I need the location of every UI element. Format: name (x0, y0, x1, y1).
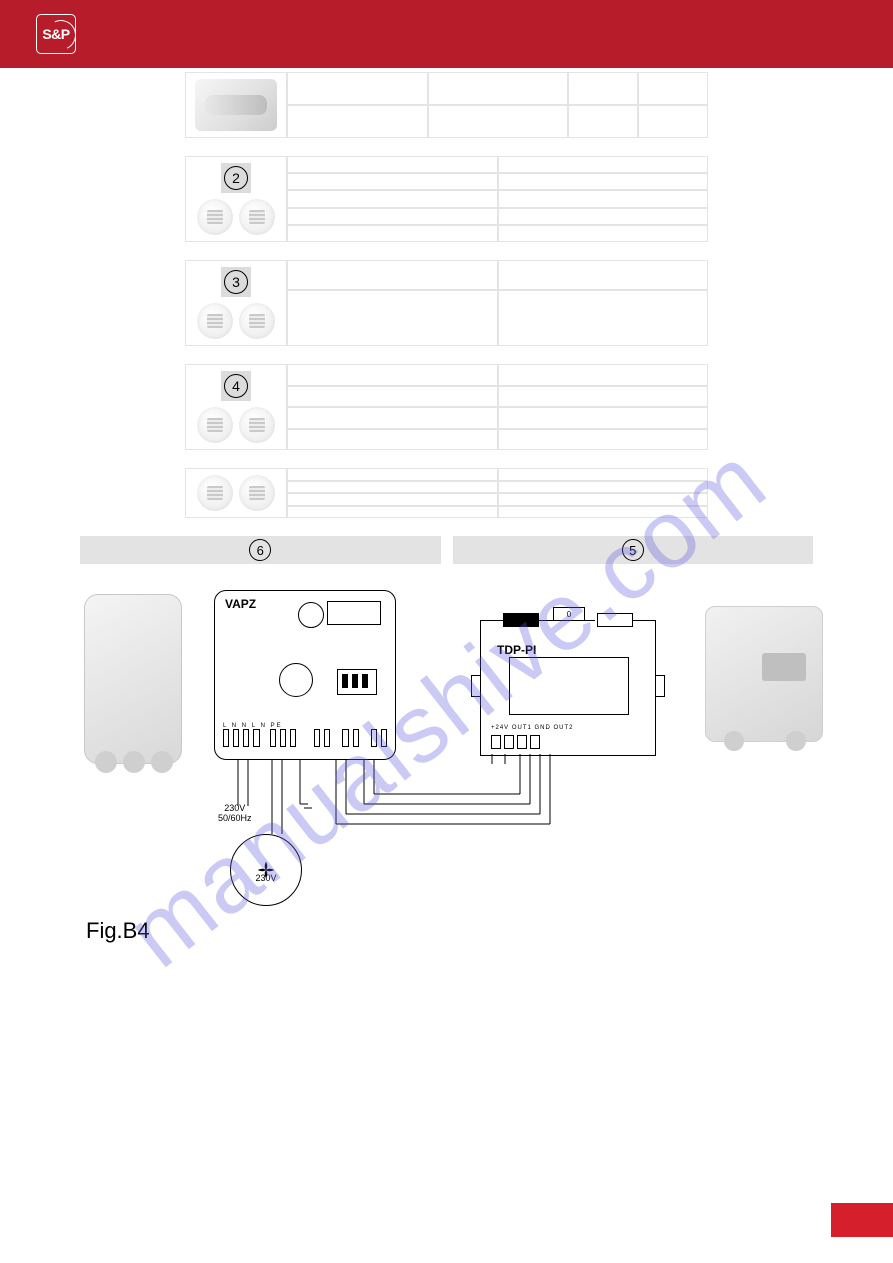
table-5-imagecell (185, 468, 287, 518)
table-3-imagecell: 3 (185, 260, 287, 346)
vent-pair-icon (197, 407, 275, 443)
figure-label: Fig.B4 (86, 918, 893, 944)
section-bar-5: 5 (453, 536, 814, 564)
logo-arc-icon (42, 16, 80, 54)
page-content: 2 3 4 (0, 72, 893, 944)
page-corner-block (831, 1203, 893, 1237)
brand-logo: S&P (36, 14, 76, 54)
table-2-imagecell: 2 (185, 156, 287, 242)
vent-pair-icon (197, 303, 275, 339)
vent-pair-icon (197, 475, 275, 511)
spec-table-2: 2 (185, 156, 708, 242)
spec-table-3: 3 (185, 260, 708, 346)
spec-table-4: 4 (185, 364, 708, 450)
table-4-imagecell: 4 (185, 364, 287, 450)
section-bar-6: 6 (80, 536, 441, 564)
table-1-imagecell (185, 72, 287, 138)
spec-table-1 (185, 72, 708, 138)
section-bar-row: 6 5 (0, 536, 893, 564)
vent-pair-icon (197, 199, 275, 235)
wiring-diagram: VAPZ L N N L N PE 0 TDP-PI (80, 584, 813, 914)
marker-4: 4 (221, 371, 251, 401)
marker-3: 3 (221, 267, 251, 297)
marker-2: 2 (221, 163, 251, 193)
spec-table-5 (185, 468, 708, 518)
header-bar: S&P (0, 0, 893, 68)
duct-product-image (195, 79, 277, 131)
